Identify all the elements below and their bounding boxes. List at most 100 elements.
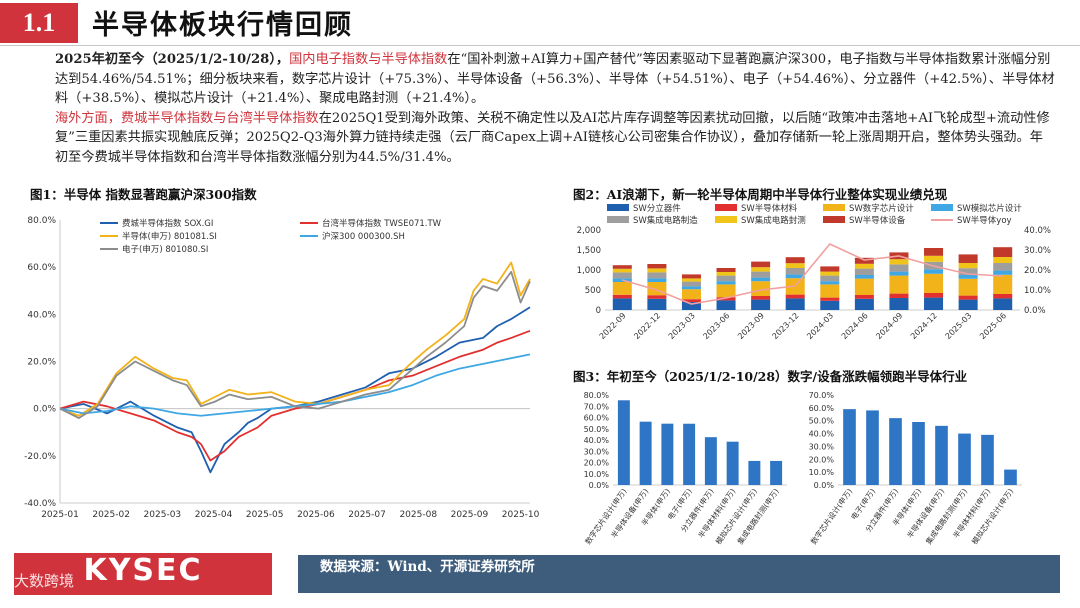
fig3-title: 图3：年初至今（2025/1/2-10/28）数字/设备涨跌幅领跑半导体行业 bbox=[573, 369, 968, 384]
fig1-y-tick-label: -40.0% bbox=[24, 499, 56, 509]
fig2-legend-label: SW半导体材料 bbox=[741, 203, 798, 214]
fig1-x-tick-label: 2025-01 bbox=[41, 510, 79, 520]
fig2-x-tick-label: 2024-06 bbox=[840, 311, 870, 341]
fig2-bar-segment-2 bbox=[681, 289, 701, 300]
fig2-legend-label: SW集成电路制造 bbox=[633, 215, 698, 226]
fig2-bar-segment-5 bbox=[958, 263, 978, 269]
fig2-y2-tick-label: 20.0% bbox=[1024, 266, 1051, 276]
fig3a-y-tick-label: 50.0% bbox=[584, 425, 610, 434]
fig2-bar-segment-2 bbox=[889, 275, 909, 294]
fig2-bar-segment-3 bbox=[681, 286, 701, 290]
fig3a-bar bbox=[617, 400, 630, 485]
fig2-bar-segment-5 bbox=[751, 267, 771, 272]
fig2-bar-segment-2 bbox=[612, 282, 632, 295]
fig1-x-tick-label: 2025-10 bbox=[502, 510, 540, 520]
fig1-x-tick-label: 2025-07 bbox=[348, 510, 386, 520]
fig2-y-tick-label: 1,000 bbox=[577, 266, 601, 276]
fig2-bar-segment-1 bbox=[751, 296, 771, 300]
fig1-x-tick-label: 2025-02 bbox=[92, 510, 130, 520]
fig2-bar-segment-3 bbox=[993, 270, 1013, 275]
summary-paragraph-1: 2025年初至今（2025/1/2-10/28），国内电子指数与半导体指数在“国… bbox=[55, 50, 1055, 109]
fig1-legend-label: 沪深300 000300.SH bbox=[322, 231, 405, 242]
fig2-bar-segment-3 bbox=[958, 275, 978, 279]
fig2-bar-segment-4 bbox=[716, 275, 736, 282]
fig2-bar-segment-5 bbox=[854, 263, 874, 269]
fig3a-bar bbox=[748, 460, 761, 485]
fig2-bar-segment-1 bbox=[958, 295, 978, 300]
fig2-bar-segment-0 bbox=[647, 298, 667, 310]
fig2-stacked-bar-chart: SW分立器件 SW半导体材料 SW数字芯片设计 SW模拟芯片设计 SW集成电路制造 SW集… bbox=[577, 203, 1051, 341]
fig2-bar-segment-2 bbox=[751, 281, 771, 296]
fig2-bar-segment-0 bbox=[681, 302, 701, 310]
fig2-bar-segment-1 bbox=[993, 294, 1013, 299]
fig2-bar-segment-4 bbox=[681, 281, 701, 287]
fig2-bar-segment-1 bbox=[924, 293, 944, 298]
fig2-bar-segment-4 bbox=[820, 275, 840, 282]
fig2-bar-segment-6 bbox=[785, 257, 805, 264]
fig2-bar-segment-2 bbox=[958, 278, 978, 296]
summary-paragraph-2: 海外方面，费城半导体指数与台湾半导体指数在2025Q1受到海外政策、关税不确定性… bbox=[55, 109, 1055, 168]
fig2-bar-segment-2 bbox=[716, 284, 736, 298]
fig1-y-tick-label: 0.0% bbox=[33, 405, 56, 415]
fig2-x-tick-label: 2024-03 bbox=[805, 311, 835, 341]
fig2-bar-segment-6 bbox=[751, 261, 771, 268]
section-number-badge: 1.1 bbox=[0, 3, 78, 43]
fig2-bar-segment-2 bbox=[854, 278, 874, 295]
fig2-bar-segment-5 bbox=[889, 259, 909, 265]
fig3b-y-tick-label: 70.0% bbox=[809, 391, 835, 400]
fig3a-y-tick-label: 70.0% bbox=[584, 402, 610, 411]
fig2-bar-segment-4 bbox=[958, 268, 978, 275]
fig2-bar-segment-0 bbox=[820, 300, 840, 310]
fig2-bar-segment-2 bbox=[924, 273, 944, 293]
fig2-bar-segment-5 bbox=[785, 263, 805, 268]
fig2-bar-segment-1 bbox=[889, 293, 909, 298]
fig2-bar-segment-0 bbox=[924, 297, 944, 310]
watermark-text: 大数跨境 bbox=[14, 572, 75, 590]
fig3a-bar bbox=[704, 437, 717, 485]
fig1-y-tick-label: 60.0% bbox=[27, 263, 56, 273]
fig2-bar-segment-1 bbox=[647, 295, 667, 299]
fig2-yoy-line bbox=[622, 243, 1003, 305]
fig1-series-line-1 bbox=[59, 329, 531, 462]
fig2-x-tick-label: 2022-12 bbox=[632, 311, 662, 341]
fig3a-y-tick-label: 0.0% bbox=[589, 481, 610, 490]
fig2-bar-segment-3 bbox=[716, 281, 736, 285]
data-source: 数据来源：Wind、开源证券研究所 bbox=[320, 559, 535, 575]
summary-text: 2025年初至今（2025/1/2-10/28），国内电子指数与半导体指数在“国… bbox=[55, 50, 1055, 168]
fig1-x-tick-label: 2025-08 bbox=[399, 510, 437, 520]
fig2-bar-segment-1 bbox=[785, 294, 805, 299]
fig2-bar-segment-5 bbox=[820, 271, 840, 276]
fig2-x-tick-label: 2022-09 bbox=[598, 311, 628, 341]
fig3a-y-tick-label: 40.0% bbox=[584, 436, 610, 445]
fig2-bar-segment-0 bbox=[854, 298, 874, 310]
kysec-logo-background bbox=[14, 553, 272, 595]
fig2-legend-swatch bbox=[607, 204, 629, 211]
fig2-bar-segment-5 bbox=[716, 272, 736, 276]
fig1-series-line-2 bbox=[59, 261, 531, 417]
fig2-y2-tick-label: 40.0% bbox=[1024, 226, 1051, 236]
fig2-bar-segment-6 bbox=[958, 254, 978, 263]
fig3b-x-tick-label: 集成电路封测(申万) bbox=[923, 486, 969, 546]
fig1-series-line-4 bbox=[59, 270, 531, 420]
fig2-bar-segment-5 bbox=[924, 255, 944, 262]
fig2-bar-segment-0 bbox=[993, 298, 1013, 310]
fig3b-y-tick-label: 40.0% bbox=[809, 430, 835, 439]
fig3a-bar bbox=[683, 423, 696, 485]
fig3-left-bar-chart: 80.0% 70.0% 60.0% 50.0% 40.0% 30.0% 20.0% 10.0%… bbox=[583, 391, 787, 546]
fig3b-bar bbox=[866, 410, 879, 485]
fig3a-y-tick-label: 10.0% bbox=[584, 470, 610, 479]
fig3b-x-tick-label: 数字芯片设计(申万) bbox=[808, 486, 854, 546]
fig2-bar-segment-6 bbox=[716, 268, 736, 272]
fig2-bar-segment-6 bbox=[820, 266, 840, 272]
fig1-y-tick-label: 80.0% bbox=[27, 216, 56, 226]
fig2-bar-segment-0 bbox=[785, 298, 805, 310]
fig2-legend-label: SW半导体yoy bbox=[957, 215, 1012, 226]
fig2-bar-segment-6 bbox=[612, 265, 632, 269]
fig1-line-chart: 80.0%60.0%40.0%20.0%0.0%-20.0%-40.0%2025… bbox=[24, 216, 540, 520]
fig2-bar-segment-5 bbox=[612, 268, 632, 273]
fig3a-y-tick-label: 60.0% bbox=[584, 414, 610, 423]
fig2-x-tick-label: 2025-06 bbox=[978, 311, 1008, 341]
fig2-bar-segment-5 bbox=[993, 257, 1013, 263]
fig2-bar-segment-0 bbox=[958, 299, 978, 310]
fig2-y-tick-label: 1,500 bbox=[577, 246, 601, 256]
